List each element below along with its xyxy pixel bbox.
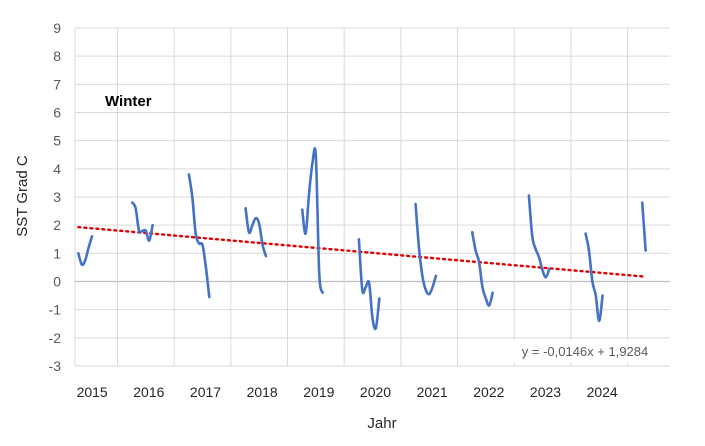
series-segment — [414, 202, 438, 296]
grid-lines — [74, 27, 670, 367]
series-segment — [187, 173, 211, 299]
x-tick-label: 2019 — [303, 384, 334, 400]
x-tick-label: 2015 — [77, 384, 108, 400]
season-annotation: Winter — [105, 93, 152, 110]
series-segment — [357, 237, 381, 331]
y-tick-label: 2 — [53, 217, 61, 233]
x-tick-label: 2017 — [190, 384, 221, 400]
series-segment — [584, 232, 604, 323]
series-segment — [130, 201, 154, 242]
series-layer — [77, 147, 647, 331]
y-tick-label: 9 — [53, 20, 61, 36]
x-tick-label: 2016 — [133, 384, 164, 400]
x-tick-label: 2024 — [587, 384, 618, 400]
x-tick-labels: 2015 2016 2017 2018 2019 2020 2021 2022 2023 2024 — [77, 384, 618, 400]
series-segment — [640, 201, 647, 252]
series-segment — [470, 230, 494, 307]
series-segment — [527, 194, 551, 279]
y-tick-label: -1 — [49, 302, 62, 318]
x-tick-label: 2020 — [360, 384, 391, 400]
y-tick-label: 7 — [53, 76, 61, 92]
x-tick-label: 2021 — [417, 384, 448, 400]
y-tick-label: 4 — [53, 161, 61, 177]
trendline — [77, 225, 647, 278]
y-tick-label: 6 — [53, 105, 61, 121]
trendline-layer — [77, 225, 647, 278]
trend-equation-box — [506, 340, 664, 362]
y-tick-label: 8 — [53, 48, 61, 64]
x-tick-label: 2022 — [473, 384, 504, 400]
series-segment — [300, 147, 324, 295]
y-tick-label: 1 — [53, 245, 61, 261]
series-segment — [77, 235, 94, 267]
x-axis-title: Jahr — [367, 415, 396, 432]
y-tick-label: -2 — [49, 330, 62, 346]
y-tick-label: -3 — [49, 358, 62, 374]
y-axis-title: SST Grad C — [14, 155, 31, 237]
y-tick-labels: -3 -2 -1 0 1 2 3 4 5 6 7 8 9 — [49, 20, 62, 374]
series-segment — [244, 206, 268, 258]
x-tick-label: 2023 — [530, 384, 561, 400]
trend-equation: y = -0,0146x + 1,9284 — [522, 344, 648, 359]
y-tick-label: 0 — [53, 274, 61, 290]
y-tick-label: 5 — [53, 133, 61, 149]
y-tick-label: 3 — [53, 189, 61, 205]
x-tick-label: 2018 — [247, 384, 278, 400]
